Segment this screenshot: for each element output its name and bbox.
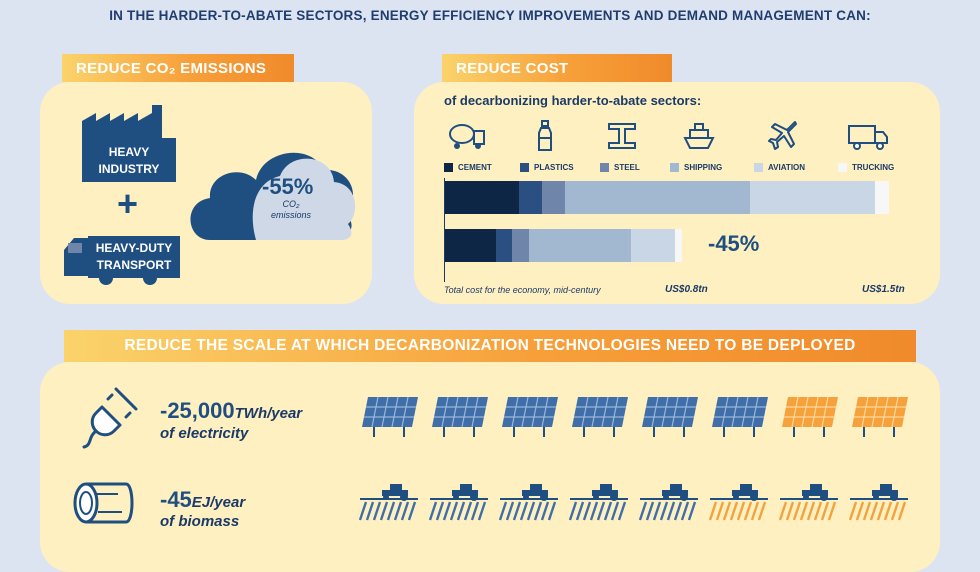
cost-axis-caption: Total cost for the economy, mid-century xyxy=(444,285,601,295)
swatch-plastics xyxy=(520,163,529,172)
plug-icon xyxy=(82,387,138,449)
bar-segment-trucking xyxy=(875,181,889,214)
solar-panel-row xyxy=(360,395,912,439)
tractor-field-icon-saved xyxy=(778,484,838,521)
electricity-label: of electricity xyxy=(160,425,249,442)
biomass-metric: -45 EJ/year xyxy=(160,487,245,513)
electricity-metric: -25,000 TWh/year xyxy=(160,398,302,424)
electricity-unit: TWh/year xyxy=(234,405,303,422)
bar-segment-steel xyxy=(542,181,566,214)
legend-aviation: AVIATION xyxy=(754,163,805,172)
truck-icon xyxy=(64,238,157,285)
log-icon xyxy=(73,482,134,524)
bar-segment-trucking xyxy=(674,229,682,262)
tractor-field-icon xyxy=(428,484,488,521)
bar-segment-cement xyxy=(445,229,497,262)
bar-segment-steel xyxy=(512,229,529,262)
swatch-aviation xyxy=(754,163,763,172)
headline: IN THE HARDER-TO-ABATE SECTORS, ENERGY E… xyxy=(109,8,871,23)
biomass-unit: EJ/year xyxy=(191,494,246,511)
biomass-label: of biomass xyxy=(160,513,240,530)
biomass-value: -45 xyxy=(160,487,192,512)
steel-beam-icon xyxy=(608,123,636,149)
legend-trucking: TRUCKING xyxy=(838,163,894,172)
cost-bar-reduced xyxy=(445,229,682,262)
heavy-transport-label: HEAVY-DUTY TRANSPORT xyxy=(88,236,180,278)
tractor-field-icon xyxy=(638,484,698,521)
solar-panel-icon xyxy=(712,396,768,437)
tractor-field-icon xyxy=(568,484,628,521)
tractor-field-icon xyxy=(498,484,558,521)
cost-percent: -45% xyxy=(708,231,760,256)
swatch-steel xyxy=(600,163,609,172)
tractor-field-icon-saved xyxy=(708,484,768,521)
cloud-icon xyxy=(190,152,356,240)
cost-bar-full xyxy=(445,181,889,214)
co2-percent: -55% xyxy=(262,174,314,199)
legend-cement: CEMENT xyxy=(444,163,492,172)
electricity-value: -25,000 xyxy=(160,398,235,423)
legend-shipping: SHIPPING xyxy=(670,163,722,172)
airplane-icon xyxy=(768,121,797,150)
bar-segment-shipping xyxy=(565,181,751,214)
truck-small-icon xyxy=(848,125,888,150)
co2-tag: REDUCE CO₂ EMISSIONS xyxy=(62,54,294,82)
cement-mixer-icon xyxy=(449,124,485,149)
factory-icon xyxy=(82,105,162,143)
heavy-industry-label: HEAVY INDUSTRY xyxy=(82,138,176,182)
scale-panel xyxy=(40,362,940,572)
plus-sign: + xyxy=(117,183,139,224)
solar-panel-icon xyxy=(362,396,418,437)
solar-panel-icon xyxy=(642,396,698,437)
farm-field-row xyxy=(358,482,910,522)
cost-label-reduced: US$0.8tn xyxy=(665,284,708,295)
solar-panel-icon xyxy=(502,396,558,437)
solar-panel-icon xyxy=(432,396,488,437)
co2-caption: CO₂ emissions xyxy=(270,199,311,220)
legend-plastics: PLASTICS xyxy=(520,163,574,172)
tractor-field-icon-saved xyxy=(848,484,908,521)
bar-segment-aviation xyxy=(630,229,675,262)
bar-segment-plastics xyxy=(519,181,543,214)
scale-tag: REDUCE THE SCALE AT WHICH DECARBONIZATIO… xyxy=(64,330,916,362)
swatch-trucking xyxy=(838,163,847,172)
cost-tag: REDUCE COST xyxy=(442,54,672,82)
legend-steel: STEEL xyxy=(600,163,640,172)
bar-segment-shipping xyxy=(528,229,631,262)
swatch-shipping xyxy=(670,163,679,172)
bar-segment-plastics xyxy=(496,229,513,262)
swatch-cement xyxy=(444,163,453,172)
cost-subtitle: of decarbonizing harder-to-abate sectors… xyxy=(444,93,702,108)
bar-segment-aviation xyxy=(750,181,876,214)
bar-segment-cement xyxy=(445,181,519,214)
ship-icon xyxy=(683,123,715,149)
solar-panel-icon-saved xyxy=(852,396,908,437)
cost-label-full: US$1.5tn xyxy=(862,284,905,295)
solar-panel-icon xyxy=(572,396,628,437)
solar-panel-icon-saved xyxy=(782,396,838,437)
tractor-field-icon xyxy=(358,484,418,521)
cost-axis-line xyxy=(444,178,445,282)
plastic-bottle-icon xyxy=(538,120,552,151)
